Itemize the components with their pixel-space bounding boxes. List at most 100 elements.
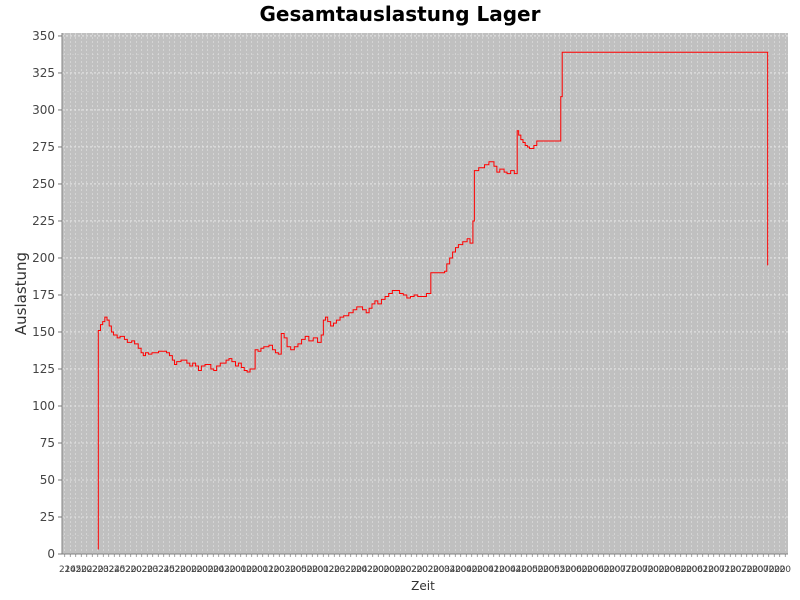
- x-tick-label: 23: [147, 565, 158, 575]
- x-tick-label: 20: [246, 565, 258, 575]
- x-tick-label: 02: [362, 565, 373, 575]
- x-tick-label: 20: [268, 565, 280, 575]
- x-tick-label: 20: [274, 565, 286, 575]
- y-tick-label: 325: [32, 66, 55, 80]
- x-tick-label: 00: [378, 565, 390, 575]
- x-tick-label: 20: [565, 565, 577, 575]
- x-tick-label: 00: [466, 565, 478, 575]
- x-tick-label: 24: [109, 565, 121, 575]
- series-line: [97, 51, 769, 550]
- x-tick-label: 20: [252, 565, 264, 575]
- x-tick-label: 20: [681, 565, 693, 575]
- x-tick-label: 05: [549, 565, 560, 575]
- x-tick-label: 20: [417, 565, 429, 575]
- x-tick-label: 20: [312, 565, 324, 575]
- x-tick-label: 01: [488, 565, 499, 575]
- x-tick-label: 04: [461, 565, 473, 575]
- x-tick-label: 20: [499, 565, 511, 575]
- x-tick-label: 20: [769, 565, 781, 575]
- x-tick-label: 00: [389, 565, 401, 575]
- x-tick-label: 20: [686, 565, 698, 575]
- x-tick-label: 20: [494, 565, 506, 575]
- x-tick-label: 07: [620, 565, 631, 575]
- x-tick-label: 20: [197, 565, 209, 575]
- x-tick-label: 00: [598, 565, 610, 575]
- x-tick-label: 20: [560, 565, 572, 575]
- x-tick-label: 20: [285, 565, 297, 575]
- x-tick-label: 00: [186, 565, 198, 575]
- x-tick-label: 02: [153, 565, 164, 575]
- x-tick-label: 20: [631, 565, 643, 575]
- x-tick-label: 05: [554, 565, 565, 575]
- x-tick-label: 04: [510, 565, 522, 575]
- x-tick-label: 20: [659, 565, 671, 575]
- y-axis-ticks: 0 25 50 75 100 125 150 175 200 225 250 275 300 325 350: [32, 29, 62, 561]
- x-tick-label: 25: [164, 565, 175, 575]
- x-tick-label: 20: [477, 565, 489, 575]
- x-tick-label: 20: [384, 565, 396, 575]
- y-tick-label: 50: [40, 473, 55, 487]
- x-tick-label: 00: [763, 565, 775, 575]
- x-tick-label: 20: [587, 565, 599, 575]
- x-tick-label: 20: [208, 565, 220, 575]
- x-tick-label: 20: [516, 565, 528, 575]
- x-tick-label: 20: [774, 565, 786, 575]
- x-tick-label: 07: [758, 565, 769, 575]
- x-tick-label: 20: [224, 565, 236, 575]
- x-tick-label: 20: [367, 565, 379, 575]
- x-tick-label: 20: [708, 565, 720, 575]
- x-axis-label: Zeit: [411, 579, 435, 593]
- x-tick-label: 06: [571, 565, 583, 575]
- y-tick-label: 225: [32, 214, 55, 228]
- x-tick-label: 05: [296, 565, 307, 575]
- y-tick-label: 100: [32, 399, 55, 413]
- x-tick-label: 20: [351, 565, 363, 575]
- x-tick-label: 03: [439, 565, 450, 575]
- x-tick-label: 02: [87, 565, 98, 575]
- x-tick-label: 22: [81, 565, 92, 575]
- x-tick-label: 20: [521, 565, 533, 575]
- x-tick-label: 20: [450, 565, 462, 575]
- x-tick-label: 20: [411, 565, 423, 575]
- x-tick-label: 20: [131, 565, 143, 575]
- x-tick-label: 07: [714, 565, 725, 575]
- x-tick-label: 01: [719, 565, 730, 575]
- x-tick-label: 05: [70, 565, 81, 575]
- x-tick-label: 20: [747, 565, 759, 575]
- x-tick-label: 24: [65, 565, 77, 575]
- x-tick-label: 20: [472, 565, 484, 575]
- x-tick-label: 00: [653, 565, 665, 575]
- x-tick-label: 00: [241, 565, 253, 575]
- x-tick-label: 00: [202, 565, 214, 575]
- y-tick-label: 250: [32, 177, 55, 191]
- x-tick-label: 20: [191, 565, 203, 575]
- chart-title: Gesamtauslastung Lager: [259, 2, 541, 26]
- x-tick-label: 02: [406, 565, 417, 575]
- x-tick-label: 02: [323, 565, 334, 575]
- grid-lines: [62, 33, 788, 555]
- x-tick-label: 08: [670, 565, 682, 575]
- y-tick-label: 125: [32, 362, 55, 376]
- x-tick-label: 05: [527, 565, 538, 575]
- x-tick-label: 20: [142, 565, 154, 575]
- x-tick-label: 20: [543, 565, 555, 575]
- x-tick-label: 20: [92, 565, 104, 575]
- x-tick-label: 23: [98, 565, 109, 575]
- x-tick-label: 01: [697, 565, 708, 575]
- x-tick-label: 20: [780, 565, 792, 575]
- y-tick-label: 75: [40, 436, 55, 450]
- x-tick-label: 20: [455, 565, 467, 575]
- y-tick-label: 150: [32, 325, 55, 339]
- y-tick-label: 350: [32, 29, 55, 43]
- plot-area: [62, 33, 788, 554]
- x-tick-label: 20: [626, 565, 638, 575]
- x-tick-label: 07: [615, 565, 626, 575]
- x-tick-label: 02: [136, 565, 147, 575]
- y-tick-label: 200: [32, 251, 55, 265]
- x-tick-label: 20: [400, 565, 412, 575]
- x-tick-label: 06: [593, 565, 605, 575]
- x-tick-label: 21: [59, 565, 70, 575]
- x-tick-label: 20: [76, 565, 88, 575]
- x-tick-label: 02: [340, 565, 351, 575]
- x-tick-label: 02: [169, 565, 180, 575]
